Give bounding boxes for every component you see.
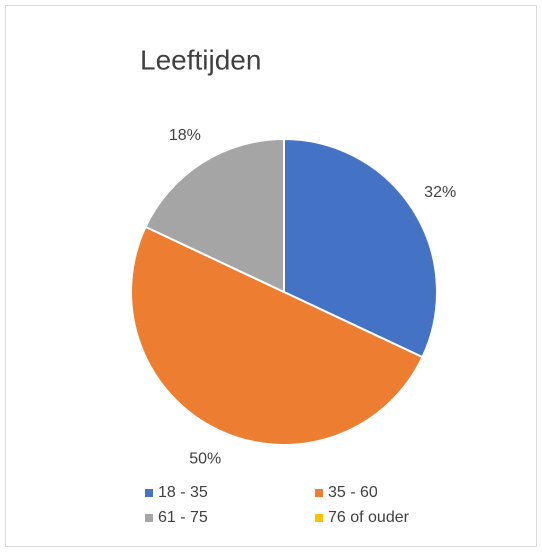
pie-slice	[130, 225, 424, 446]
legend-label: 76 of ouder	[328, 509, 410, 526]
legend-swatch	[145, 489, 153, 497]
legend-swatch	[315, 514, 323, 522]
pie-slice	[144, 137, 285, 294]
data-label: 50%	[189, 451, 221, 468]
legend-swatch	[145, 514, 153, 522]
pie-slice	[283, 137, 438, 359]
data-label: 18%	[169, 127, 201, 144]
legend-label: 61 - 75	[158, 509, 208, 526]
legend-swatch	[315, 489, 323, 497]
chart-title: Leeftijden	[140, 44, 261, 75]
legend-label: 35 - 60	[328, 484, 378, 501]
data-label: 32%	[424, 184, 456, 201]
legend-label: 18 - 35	[158, 484, 208, 501]
